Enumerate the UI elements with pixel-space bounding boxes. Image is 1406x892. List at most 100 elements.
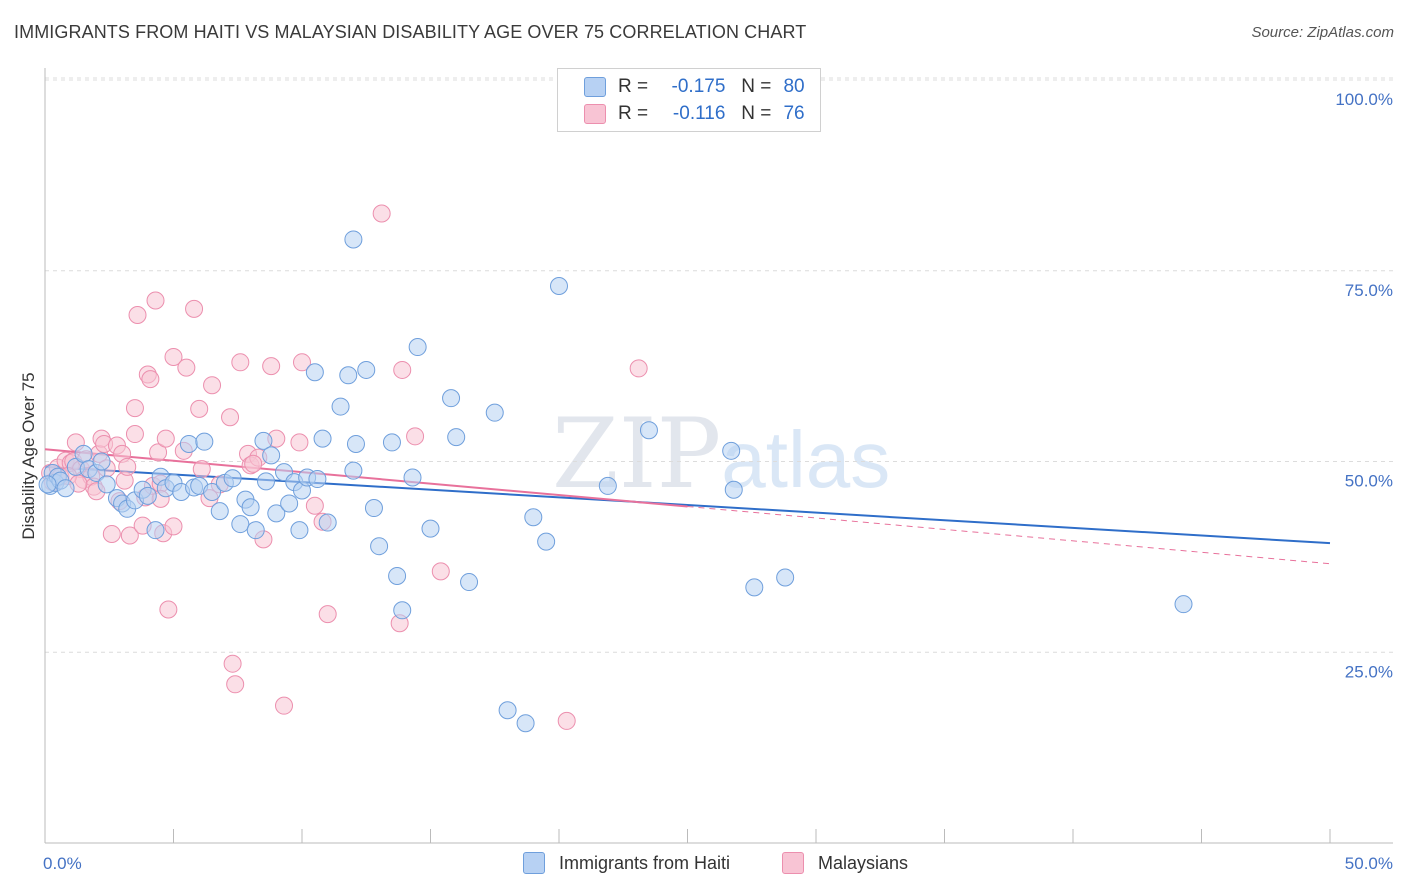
haiti-point [388,566,407,585]
y-tick-label: 100.0% [1335,90,1393,109]
malaysians-point [305,496,324,515]
malaysians-point [275,696,294,715]
malaysians-point [262,357,281,376]
haiti-point [639,421,658,440]
haiti-point [74,444,93,463]
malaysians-point [557,711,576,730]
malay-swatch [584,104,606,124]
haiti-point [745,578,764,597]
malaysians-point [244,454,263,473]
haiti-point [460,573,479,592]
malaysians-point [190,399,209,418]
y-tick-label: 25.0% [1345,662,1393,681]
malaysians-point [192,460,211,479]
haiti-point [241,498,260,517]
malay-trend-extension [687,506,1331,565]
source-note: Source: ZipAtlas.com [1251,24,1394,41]
malaysians-point [177,358,196,377]
watermark-zip: ZIP [552,398,722,510]
haiti-point [382,433,401,452]
haiti-point [56,479,75,498]
axes [44,68,1393,844]
x-tick-label: 50.0% [1345,854,1393,873]
malaysians-point [290,433,309,452]
haiti-point [38,475,57,494]
malay-legend-label: Malaysians [818,852,909,873]
haiti-point [257,472,276,491]
haiti-point [146,521,165,540]
haiti-point [442,389,461,408]
malaysians-point [120,526,139,545]
haiti-point [357,360,376,379]
haiti-point [305,363,324,382]
malaysians-point [629,359,648,378]
stats-legend: R = -0.175 N = 80 R = -0.116 N = 76 [557,68,821,132]
haiti-point [447,428,466,447]
malaysians-point [406,427,425,446]
haiti-point [179,434,198,453]
haiti-point [223,469,242,488]
malaysians-point [223,654,242,673]
legend-row-haiti: R = -0.175 N = 80 [584,76,805,98]
n-label: N = [741,76,772,97]
malaysians-point [185,299,204,318]
haiti-r-value: -0.175 [671,76,726,97]
haiti-point [254,431,273,450]
malaysians-point [125,425,144,444]
haiti-point [724,480,743,499]
legend-item-malay: Malaysians [782,851,908,875]
haiti-point [344,461,363,480]
malaysians-point [102,524,121,543]
malaysians-point [226,675,245,694]
y-tick-label: 50.0% [1345,472,1393,491]
watermark-atlas: atlas [721,415,891,504]
haiti-point [246,521,265,540]
haiti-point [550,277,568,296]
malay-r-value: -0.116 [672,103,726,124]
haiti-point [210,502,229,521]
legend-item-haiti: Immigrants from Haiti [523,851,730,875]
haiti-n-value: 80 [783,76,805,97]
haiti-point [231,515,250,534]
malaysians-point [231,353,250,372]
malaysians-point [372,204,391,223]
y-tick-labels: 25.0% 50.0% 75.0% 100.0% [1335,90,1393,681]
malaysians-point [318,605,337,624]
haiti-points [38,230,1193,733]
malaysians-point [431,562,450,581]
haiti-point [1174,595,1193,614]
haiti-point [203,483,222,502]
haiti-point [393,601,412,620]
malaysians-point [125,399,144,418]
haiti-point [421,519,440,538]
haiti-point [408,338,427,357]
y-axis-title: Disability Age Over 75 [19,372,38,539]
trend-lines [44,448,1331,565]
haiti-point [344,230,363,249]
malay-n-value: 76 [783,103,805,124]
haiti-point [370,537,389,556]
haiti-point [364,499,383,518]
haiti-point [537,532,556,551]
haiti-point [346,434,365,453]
malaysians-point [164,517,183,536]
haiti-point [290,521,309,540]
r-label: R = [618,103,649,124]
malaysians-point [221,408,240,427]
haiti-point [776,568,795,587]
haiti-swatch [584,77,606,97]
haiti-legend-label: Immigrants from Haiti [559,852,731,873]
haiti-legend-swatch [523,852,545,874]
haiti-point [722,441,741,460]
haiti-point [485,403,504,422]
malaysians-point [149,443,168,462]
malaysians-point [128,306,147,325]
malaysians-point [164,347,183,366]
haiti-point [267,504,286,523]
x-tick-labels: 0.0% 50.0% [43,854,1393,873]
haiti-point [498,701,517,720]
malaysians-point [203,376,222,395]
malaysians-point [156,429,175,448]
haiti-point [339,366,358,385]
